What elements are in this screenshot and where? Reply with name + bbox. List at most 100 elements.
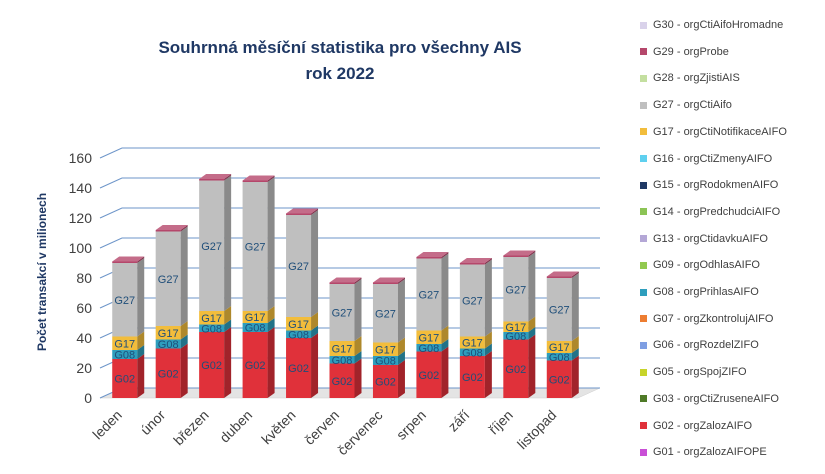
legend-label: G07 - orgZkontrolujAIFO: [653, 312, 774, 325]
legend-label: G06 - orgRozdelZIFO: [653, 339, 759, 352]
data-label-g27: G27: [201, 241, 222, 253]
bar-segment-g29: [286, 213, 312, 215]
data-label-g17: G17: [114, 338, 135, 350]
bar-side-g29: [354, 277, 362, 284]
bar-side-g17: [354, 336, 362, 356]
bar-side-g17: [224, 306, 232, 325]
bar-segment-g29: [155, 230, 181, 232]
bar-segment-g08: [503, 332, 529, 340]
bar-segment-g08: [372, 356, 398, 365]
bar-segment-g02: [242, 332, 268, 398]
bar-side-g27: [137, 258, 145, 337]
bar-segment-g02: [546, 360, 572, 398]
legend-swatch: [640, 422, 647, 429]
bar-segment-g17: [416, 330, 442, 344]
legend-label: G13 - orgCtidavkuAIFO: [653, 232, 768, 245]
y-tick-label: 20: [76, 360, 92, 376]
data-label-g17: G17: [201, 313, 222, 325]
bar-side-g17: [267, 306, 275, 323]
legend-label: G02 - orgZalozAIFO: [653, 419, 753, 432]
bar-segment-g17: [112, 336, 138, 350]
data-label-g27: G27: [549, 305, 570, 317]
legend-swatch: [640, 261, 647, 269]
data-label-g02: G02: [375, 377, 396, 389]
bar-side-g29: [441, 252, 449, 259]
data-label-g27: G27: [288, 261, 309, 273]
y-tick-label: 0: [84, 390, 92, 406]
legend-swatch: [640, 21, 647, 29]
data-label-g27: G27: [419, 290, 440, 302]
bar-side-g27: [224, 175, 232, 311]
bar-segment-g27: [503, 257, 529, 322]
bar-side-g27: [528, 252, 536, 322]
y-gridline: [99, 177, 600, 189]
y-tick-label: 40: [76, 330, 92, 346]
bar-side-g02: [528, 334, 536, 398]
bar-side-g02: [354, 358, 362, 398]
bar-top-g29: [546, 271, 579, 277]
legend-swatch: [640, 101, 647, 109]
legend-swatch: [640, 288, 647, 296]
bar-side-g08: [224, 319, 232, 332]
legend-swatch: [640, 368, 647, 376]
data-label-g27: G27: [158, 274, 179, 286]
bar-segment-g27: [459, 264, 485, 337]
bar-segment-g08: [329, 356, 355, 364]
bar-segment-g02: [416, 351, 442, 398]
bar-segment-g08: [286, 330, 312, 338]
bar-side-g17: [528, 316, 536, 332]
bar-top-g29: [242, 175, 275, 181]
bar-side-g02: [137, 354, 145, 398]
bar-segment-g29: [199, 179, 225, 181]
data-label-g08: G08: [505, 331, 526, 343]
data-label-g02: G02: [332, 376, 353, 388]
legend-item: G27 - orgCtiAifo: [640, 98, 732, 112]
legend-swatch: [640, 395, 647, 403]
bar-side-g29: [397, 277, 405, 284]
bar-segment-g08: [546, 353, 572, 361]
bar-side-g17: [180, 321, 188, 340]
x-tick-label: březen: [170, 407, 212, 449]
bar-top-g29: [503, 250, 536, 256]
x-tick-label: srpen: [393, 407, 429, 443]
legend-label: G03 - orgCtiZruseneAIFO: [653, 392, 779, 405]
bar-side-g02: [571, 355, 579, 398]
data-label-g02: G02: [462, 372, 483, 384]
data-label-g17: G17: [462, 338, 483, 350]
bar-segment-g29: [546, 276, 572, 278]
bar-side-g17: [571, 336, 579, 353]
bar-segment-g17: [372, 342, 398, 356]
bar-side-g02: [484, 351, 492, 398]
legend-swatch: [640, 48, 647, 56]
legend-item: G01 - orgZalozAIFOPE: [640, 445, 767, 459]
legend-item: G30 - orgCtiAifoHromadne: [640, 18, 783, 32]
data-label-g02: G02: [245, 360, 266, 372]
data-label-g27: G27: [505, 284, 526, 296]
legend-item: G08 - orgPrihlasAIFO: [640, 285, 759, 299]
bar-segment-g02: [459, 356, 485, 398]
bar-segment-g27: [372, 284, 398, 343]
bar-side-g02: [224, 327, 232, 398]
chart-subtitle: rok 2022: [305, 64, 375, 83]
legend-swatch: [640, 341, 647, 349]
bar-segment-g08: [199, 324, 225, 332]
bar-side-g27: [484, 259, 492, 337]
legend-item: G13 - orgCtidavkuAIFO: [640, 232, 768, 246]
bar-side-g08: [571, 348, 579, 361]
bar-segment-g29: [112, 261, 138, 263]
bar-side-g08: [267, 318, 275, 332]
x-tick-label: září: [445, 407, 473, 435]
y-tick-label: 140: [69, 180, 93, 196]
bar-side-g08: [441, 339, 449, 352]
bar-segment-g29: [503, 255, 529, 257]
data-label-g27: G27: [462, 296, 483, 308]
bar-segment-g27: [242, 182, 268, 311]
bar-side-g29: [528, 250, 536, 257]
y-gridline: [99, 237, 600, 249]
bar-side-g29: [484, 258, 492, 265]
